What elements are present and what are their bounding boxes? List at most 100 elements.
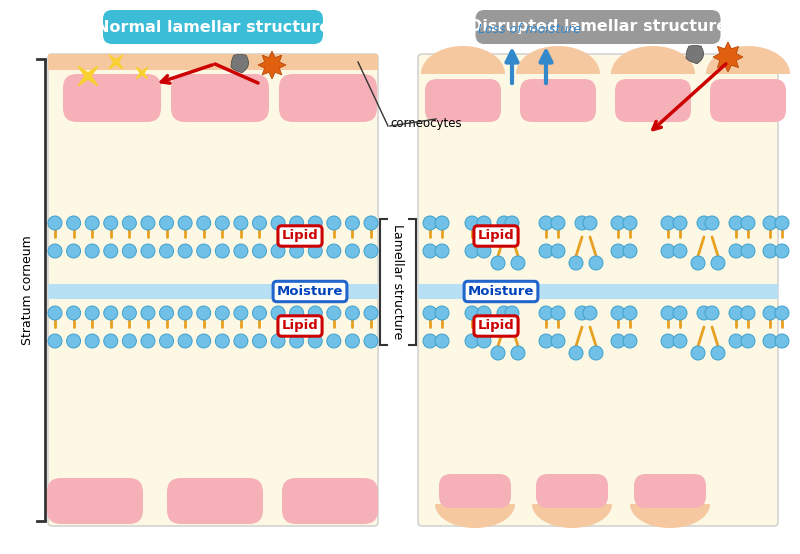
Circle shape <box>465 306 479 320</box>
Text: corneocytes: corneocytes <box>390 117 462 131</box>
Circle shape <box>511 346 525 360</box>
Circle shape <box>497 306 511 320</box>
Circle shape <box>435 216 449 230</box>
Circle shape <box>215 216 230 230</box>
Circle shape <box>327 334 341 348</box>
Circle shape <box>583 306 597 320</box>
Circle shape <box>551 306 565 320</box>
Circle shape <box>271 306 285 320</box>
FancyBboxPatch shape <box>520 79 596 122</box>
Circle shape <box>48 216 62 230</box>
Circle shape <box>159 216 174 230</box>
Circle shape <box>611 216 625 230</box>
Circle shape <box>104 244 118 258</box>
Circle shape <box>141 216 155 230</box>
Circle shape <box>569 256 583 270</box>
Circle shape <box>477 334 491 348</box>
Circle shape <box>234 334 248 348</box>
Circle shape <box>673 244 687 258</box>
Circle shape <box>85 334 99 348</box>
FancyBboxPatch shape <box>425 79 501 122</box>
Circle shape <box>661 306 675 320</box>
Circle shape <box>271 244 285 258</box>
Circle shape <box>423 244 437 258</box>
Circle shape <box>85 306 99 320</box>
Circle shape <box>465 244 479 258</box>
Circle shape <box>729 216 743 230</box>
Circle shape <box>364 244 378 258</box>
Text: Lipid: Lipid <box>282 229 318 243</box>
Circle shape <box>623 306 637 320</box>
Polygon shape <box>258 51 286 79</box>
Circle shape <box>122 216 136 230</box>
Circle shape <box>308 334 322 348</box>
Circle shape <box>346 334 359 348</box>
Circle shape <box>729 244 743 258</box>
Circle shape <box>583 216 597 230</box>
Circle shape <box>66 334 81 348</box>
Circle shape <box>197 216 210 230</box>
Circle shape <box>290 244 304 258</box>
Circle shape <box>661 244 675 258</box>
FancyBboxPatch shape <box>103 10 323 44</box>
Circle shape <box>327 216 341 230</box>
Circle shape <box>477 216 491 230</box>
Circle shape <box>697 216 711 230</box>
FancyBboxPatch shape <box>47 478 143 524</box>
Circle shape <box>197 334 210 348</box>
Text: Moisture: Moisture <box>468 285 534 298</box>
Circle shape <box>234 216 248 230</box>
Text: Lipid: Lipid <box>478 320 514 332</box>
Circle shape <box>178 244 192 258</box>
Circle shape <box>741 306 755 320</box>
Circle shape <box>104 216 118 230</box>
Polygon shape <box>78 66 98 86</box>
Circle shape <box>775 216 789 230</box>
Circle shape <box>364 216 378 230</box>
Circle shape <box>539 244 553 258</box>
Circle shape <box>611 334 625 348</box>
FancyBboxPatch shape <box>439 474 511 508</box>
Circle shape <box>711 256 725 270</box>
Circle shape <box>575 306 589 320</box>
Circle shape <box>569 346 583 360</box>
Circle shape <box>661 334 675 348</box>
Circle shape <box>346 216 359 230</box>
Circle shape <box>253 216 266 230</box>
Circle shape <box>423 306 437 320</box>
Circle shape <box>477 306 491 320</box>
Circle shape <box>85 244 99 258</box>
Circle shape <box>85 216 99 230</box>
Circle shape <box>141 334 155 348</box>
Circle shape <box>122 334 136 348</box>
Circle shape <box>691 256 705 270</box>
Polygon shape <box>713 42 743 72</box>
Circle shape <box>741 334 755 348</box>
Circle shape <box>66 306 81 320</box>
Circle shape <box>477 244 491 258</box>
Polygon shape <box>686 45 704 64</box>
Circle shape <box>505 216 519 230</box>
Circle shape <box>491 346 505 360</box>
Circle shape <box>290 216 304 230</box>
Circle shape <box>673 334 687 348</box>
Circle shape <box>48 334 62 348</box>
Circle shape <box>308 244 322 258</box>
Circle shape <box>104 334 118 348</box>
Text: Normal lamellar structure: Normal lamellar structure <box>96 19 330 34</box>
Circle shape <box>491 256 505 270</box>
FancyBboxPatch shape <box>634 474 706 508</box>
Circle shape <box>178 216 192 230</box>
Circle shape <box>465 334 479 348</box>
Circle shape <box>705 306 719 320</box>
Bar <box>48 284 378 299</box>
Bar <box>48 54 378 70</box>
Circle shape <box>141 306 155 320</box>
Circle shape <box>253 306 266 320</box>
FancyBboxPatch shape <box>536 474 608 508</box>
Circle shape <box>308 306 322 320</box>
Circle shape <box>234 244 248 258</box>
Circle shape <box>159 306 174 320</box>
Circle shape <box>48 244 62 258</box>
Circle shape <box>673 306 687 320</box>
